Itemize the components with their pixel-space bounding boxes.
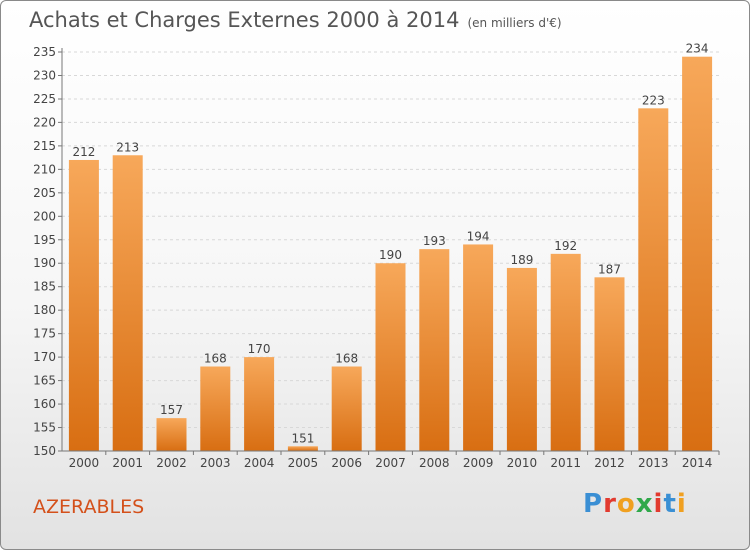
y-tick-label: 200 — [33, 209, 56, 223]
x-tick-label: 2013 — [638, 456, 669, 470]
axes: 150 155 160 165 170 175 180 185 190 195 200 205 210 2… — [33, 45, 720, 470]
bar-2006 — [331, 366, 362, 451]
y-tick-label: 155 — [33, 421, 56, 435]
y-tick-label: 190 — [33, 256, 56, 270]
y-tick-label: 160 — [33, 397, 56, 411]
logo-letter: i — [676, 489, 687, 519]
x-tick-label: 2008 — [419, 456, 450, 470]
bar-2014 — [682, 56, 713, 451]
logo-letter: i — [653, 489, 664, 519]
bar-value-label: 234 — [686, 42, 709, 56]
x-tick-label: 2007 — [375, 456, 406, 470]
logo-letter: x — [635, 489, 654, 519]
x-tick-label: 2012 — [594, 456, 625, 470]
y-tick-label: 165 — [33, 374, 56, 388]
bars: 212 213 157 168 170 151 168 190 193 194 189 192 187 2… — [68, 42, 713, 452]
proxiti-logo: Proxiti — [583, 489, 687, 519]
x-tick-label: 2006 — [331, 456, 362, 470]
commune-name: AZERABLES — [33, 496, 145, 518]
bar-value-label: 168 — [204, 352, 227, 366]
bar-value-label: 194 — [467, 229, 490, 243]
chart-subtitle: (en milliers d'€) — [467, 16, 562, 30]
bar-2009 — [463, 244, 494, 451]
x-tick-label: 2014 — [682, 456, 713, 470]
bar-2002 — [156, 418, 187, 451]
x-tick-label: 2009 — [463, 456, 494, 470]
y-tick-label: 150 — [33, 444, 56, 458]
bar-2000 — [68, 159, 99, 451]
x-tick-label: 2001 — [112, 456, 143, 470]
chart-title: Achats et Charges Externes 2000 à 2014 (e… — [29, 8, 562, 32]
x-tick-label: 2002 — [156, 456, 187, 470]
bar-value-label: 193 — [423, 234, 446, 248]
bar-value-label: 187 — [598, 262, 621, 276]
bar-2013 — [638, 108, 669, 452]
x-tick-label: 2011 — [550, 456, 581, 470]
y-tick-label: 235 — [33, 45, 56, 59]
bar-2001 — [112, 155, 143, 452]
bar-value-label: 157 — [160, 403, 183, 417]
x-tick-label: 2000 — [69, 456, 100, 470]
bar-value-label: 168 — [335, 352, 358, 366]
bar-2011 — [550, 253, 581, 451]
bar-2003 — [200, 366, 231, 451]
y-tick-label: 205 — [33, 186, 56, 200]
y-tick-label: 215 — [33, 139, 56, 153]
y-tick-label: 230 — [33, 68, 56, 82]
bar-value-label: 223 — [642, 93, 665, 107]
bar-2012 — [594, 277, 625, 451]
bar-2008 — [419, 249, 450, 451]
x-tick-label: 2005 — [288, 456, 319, 470]
logo-letter: t — [663, 489, 677, 519]
x-tick-label: 2004 — [244, 456, 275, 470]
bar-2004 — [244, 357, 275, 451]
x-tick-label: 2003 — [200, 456, 231, 470]
bar-value-label: 192 — [554, 239, 577, 253]
y-tick-label: 185 — [33, 280, 56, 294]
y-tick-label: 175 — [33, 327, 56, 341]
y-tick-label: 210 — [33, 162, 56, 176]
title-text: Achats et Charges Externes 2000 à 2014 — [29, 8, 460, 32]
bar-2007 — [375, 263, 406, 451]
y-tick-label: 220 — [33, 115, 56, 129]
y-tick-label: 225 — [33, 92, 56, 106]
y-tick-label: 170 — [33, 350, 56, 364]
bar-value-label: 213 — [116, 140, 139, 154]
logo-letter: P — [583, 489, 604, 519]
x-tick-label: 2010 — [507, 456, 538, 470]
bar-value-label: 212 — [72, 145, 95, 159]
logo-letter: r — [603, 489, 617, 519]
bar-value-label: 170 — [248, 342, 271, 356]
bar-2010 — [506, 267, 537, 451]
bar-value-label: 189 — [510, 253, 533, 267]
y-tick-label: 195 — [33, 233, 56, 247]
y-tick-label: 180 — [33, 303, 56, 317]
bar-value-label: 151 — [291, 431, 314, 445]
bar-value-label: 190 — [379, 248, 402, 262]
bar-2005 — [287, 446, 318, 451]
logo-letter: o — [616, 489, 636, 519]
